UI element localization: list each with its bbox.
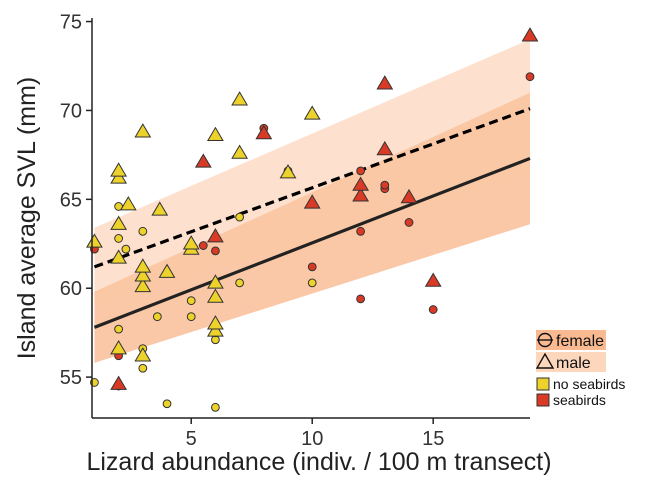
data-point-female <box>428 305 438 314</box>
y-tick-label: 70 <box>60 100 82 122</box>
data-point-female <box>211 246 220 256</box>
x-tick-label: 5 <box>186 428 197 450</box>
data-point-female <box>121 244 131 254</box>
data-point-male <box>110 215 128 230</box>
regression-lines <box>93 107 531 329</box>
data-point-female <box>138 226 148 236</box>
data-point-male <box>303 194 321 209</box>
data-point-female <box>235 278 245 288</box>
data-point-male <box>207 322 224 337</box>
y-tick-label: 60 <box>60 278 82 300</box>
data-point-male <box>134 258 152 273</box>
data-point-male <box>231 144 249 159</box>
data-points <box>86 27 539 412</box>
data-point-male <box>521 27 539 42</box>
data-point-male <box>134 277 152 293</box>
data-point-female <box>525 72 535 82</box>
data-point-female <box>404 218 414 227</box>
x-tick-label: 15 <box>422 428 444 450</box>
data-point-female <box>307 262 317 272</box>
data-point-male <box>86 233 103 248</box>
data-point-male <box>207 228 224 243</box>
data-point-male <box>424 272 442 287</box>
axes: 55 60 65 70 75 5 10 15 <box>60 12 530 450</box>
data-point-male <box>151 201 169 216</box>
legend-swatch-no_seabirds <box>536 377 550 391</box>
data-point-male <box>110 162 128 177</box>
y-tick-label: 75 <box>60 12 82 34</box>
data-point-male <box>110 375 128 390</box>
data-point-female <box>186 296 196 306</box>
x-ticks: 5 10 15 <box>186 418 444 450</box>
legend-triangle-key <box>535 352 555 369</box>
data-point-male <box>194 153 212 168</box>
data-point-male <box>182 235 200 250</box>
confidence-bands <box>94 39 530 363</box>
y-tick-label: 55 <box>60 367 82 389</box>
confidence-band-male <box>94 39 530 306</box>
data-point-male <box>158 263 176 278</box>
data-point-female <box>356 166 366 176</box>
data-point-male <box>119 196 137 211</box>
legend-swatch-male <box>536 352 606 372</box>
data-point-male <box>376 75 394 90</box>
data-point-male <box>279 164 297 179</box>
data-point-male <box>134 267 152 282</box>
x-axis-title: Lizard abundance (indiv. / 100 m transec… <box>86 448 551 476</box>
data-point-female <box>138 363 148 373</box>
data-point-male <box>207 126 224 142</box>
y-axis-title: Island average SVL (mm) <box>13 77 41 360</box>
regression-line-female <box>93 156 531 329</box>
y-tick-label: 65 <box>60 189 82 211</box>
data-point-female <box>356 226 366 236</box>
data-point-female <box>235 212 245 222</box>
data-point-female <box>307 278 317 288</box>
legend-swatch-seabirds <box>536 393 550 407</box>
data-point-male <box>352 176 370 191</box>
legend-swatch-female <box>536 330 606 350</box>
x-tick-label: 10 <box>301 428 323 450</box>
data-point-male <box>134 123 152 138</box>
legend-label-male: male <box>556 355 591 372</box>
data-point-male <box>255 124 273 140</box>
legend-label-no_seabirds: no seabirds <box>553 376 625 392</box>
data-point-male <box>376 140 394 156</box>
data-point-female <box>114 324 124 334</box>
data-point-male <box>110 340 128 355</box>
data-point-male <box>400 188 418 204</box>
data-point-male <box>207 288 224 303</box>
data-point-female <box>152 312 162 322</box>
legend-label-seabirds: seabirds <box>553 392 606 408</box>
data-point-female <box>186 312 196 322</box>
y-ticks: 55 60 65 70 75 <box>60 12 92 389</box>
data-point-male <box>231 91 249 106</box>
data-point-female <box>380 180 390 190</box>
data-point-male <box>110 169 128 184</box>
data-point-male <box>352 187 370 202</box>
data-point-female <box>114 234 124 243</box>
regression-line-male <box>93 107 531 269</box>
data-point-female <box>211 402 220 412</box>
data-point-male <box>207 315 224 330</box>
data-point-male <box>110 249 128 264</box>
data-point-male <box>303 105 321 120</box>
data-point-female <box>356 294 366 304</box>
data-point-male <box>134 347 152 362</box>
data-point-female <box>198 241 208 250</box>
data-point-female <box>162 399 172 409</box>
data-point-male <box>207 274 224 289</box>
legend-label-female: female <box>556 333 604 350</box>
